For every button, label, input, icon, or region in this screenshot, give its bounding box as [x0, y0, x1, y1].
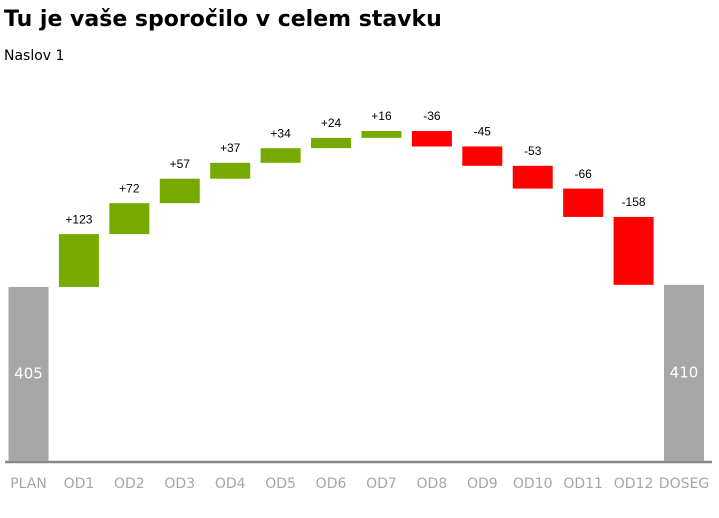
value-label: -66 — [574, 167, 592, 181]
total-bar — [8, 286, 49, 461]
value-label: +57 — [170, 157, 191, 171]
x-tick-label: OD1 — [64, 476, 95, 492]
value-label: +37 — [220, 141, 241, 155]
value-label: -158 — [622, 195, 646, 209]
value-label: 410 — [670, 363, 699, 381]
delta-bar — [260, 148, 301, 163]
delta-bar — [58, 234, 99, 287]
delta-bar — [311, 137, 352, 149]
x-tick-label: OD7 — [366, 476, 397, 492]
x-tick-label: OD10 — [513, 476, 553, 492]
chart-subtitle: Naslov 1 — [4, 48, 64, 64]
value-label: +16 — [371, 109, 392, 123]
delta-bar — [109, 203, 150, 235]
chart-title: Tu je vaše sporočilo v celem stavku — [4, 7, 442, 32]
x-tick-label: OD9 — [467, 476, 498, 492]
delta-bar — [361, 131, 402, 138]
total-bar — [664, 284, 704, 461]
value-label: +72 — [119, 181, 140, 195]
delta-bar — [512, 165, 553, 189]
delta-bar — [613, 216, 654, 285]
value-label: 405 — [14, 364, 43, 382]
x-tick-label: OD8 — [417, 476, 448, 492]
delta-bar — [462, 146, 503, 166]
x-tick-label: OD11 — [563, 476, 603, 492]
delta-bar — [411, 131, 452, 147]
x-tick-label: OD2 — [114, 476, 145, 492]
delta-bar — [210, 162, 251, 179]
x-tick-label: OD6 — [316, 476, 347, 492]
value-label: +123 — [65, 212, 92, 226]
x-tick-label: PLAN — [10, 476, 47, 492]
delta-bar — [563, 188, 604, 217]
value-label: +34 — [270, 126, 291, 140]
x-tick-label: OD4 — [215, 476, 246, 492]
x-tick-label: OD12 — [614, 476, 654, 492]
delta-bar — [159, 178, 200, 204]
x-tick-label: OD5 — [265, 476, 296, 492]
x-tick-label: OD3 — [164, 476, 195, 492]
value-label: -36 — [423, 109, 441, 123]
value-label: -53 — [524, 144, 542, 158]
x-tick-label: DOSEG — [659, 476, 709, 492]
value-label: +24 — [321, 116, 342, 130]
value-label: -45 — [474, 125, 492, 139]
